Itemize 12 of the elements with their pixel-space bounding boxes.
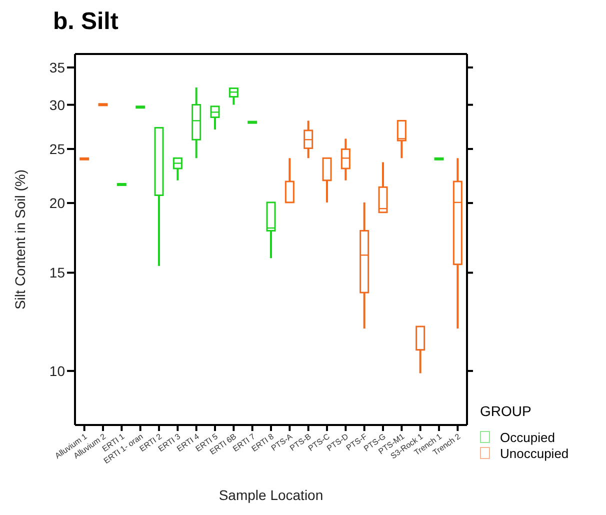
y-tick-label: 15 xyxy=(49,264,66,281)
legend-label: Unoccupied xyxy=(500,446,569,460)
legend-label: Occupied xyxy=(500,430,555,444)
chart-title: b. Silt xyxy=(53,8,118,36)
y-tick-label: 25 xyxy=(49,140,66,157)
y-tick-label: 20 xyxy=(49,195,66,211)
y-tick-label: 10 xyxy=(49,362,66,379)
x-axis-title: Sample Location xyxy=(218,487,324,503)
y-axis-title: Silt Content in Soil (%) xyxy=(12,169,28,310)
legend-title: GROUP xyxy=(480,403,532,419)
y-tick-label: 30 xyxy=(49,96,66,113)
y-tick-label: 35 xyxy=(49,59,66,76)
